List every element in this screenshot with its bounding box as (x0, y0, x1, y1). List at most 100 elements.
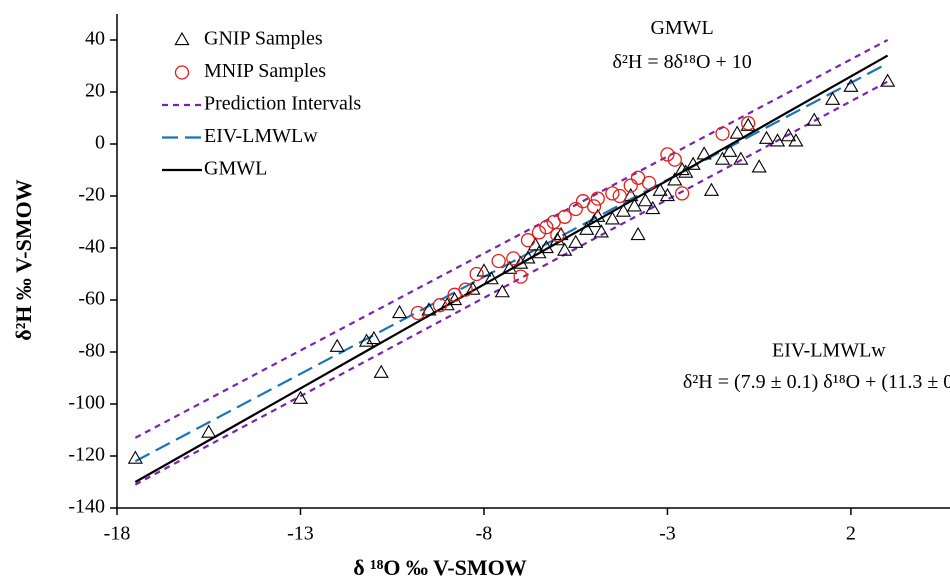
circle-marker (641, 175, 657, 191)
triangle-marker (329, 338, 345, 352)
triangle-marker (527, 237, 543, 251)
y-tick-label: 40 (85, 28, 105, 50)
x-tick-label: 2 (846, 523, 856, 545)
triangle-marker (780, 128, 797, 142)
triangle-marker (880, 73, 896, 87)
legend-label: MNIP Samples (204, 60, 326, 82)
triangle-marker (292, 390, 309, 404)
triangle-marker (421, 302, 437, 316)
circle-marker (531, 225, 547, 240)
triangle-marker (758, 130, 775, 144)
y-tick-label: -80 (78, 340, 105, 362)
circle-marker (586, 199, 602, 214)
circle-marker (557, 209, 572, 224)
triangle-marker (502, 260, 518, 274)
circle-marker (660, 147, 675, 162)
triangle-marker (722, 143, 738, 157)
annotation: δ²H = (7.9 ± 0.1) δ¹⁸O + (11.3 ± 0.8) (683, 371, 950, 393)
legend-label: Prediction Intervals (204, 93, 361, 115)
triangle-marker (630, 226, 646, 241)
triangle-marker (674, 161, 690, 176)
triangle-marker (751, 159, 767, 173)
triangle-marker (740, 117, 756, 131)
y-tick-label: 20 (85, 80, 105, 102)
triangle-marker (557, 242, 573, 256)
triangle-marker (678, 164, 694, 178)
y-tick-label: -40 (78, 236, 105, 258)
line (134, 54, 889, 483)
circle-marker (605, 186, 620, 201)
annotation: GMWL (650, 17, 713, 39)
circle-marker (539, 220, 554, 235)
triangle-marker (615, 203, 632, 217)
triangle-marker (703, 182, 720, 196)
circle-marker (715, 126, 730, 141)
circle-marker (590, 191, 605, 206)
triangle-marker (604, 211, 620, 225)
triangle-marker (465, 281, 481, 295)
triangle-marker (729, 125, 745, 139)
triangle-marker (626, 198, 643, 212)
triangle-marker (366, 330, 382, 345)
triangle-marker (652, 182, 668, 196)
circle-marker (410, 305, 426, 321)
circle-marker (612, 188, 627, 204)
triangle-marker (788, 133, 804, 147)
legend-label: EIV-LMWLw (204, 125, 318, 147)
y-tick-label: -20 (78, 184, 105, 206)
triangle-marker (667, 172, 683, 186)
y-tick-label: -120 (68, 444, 105, 466)
upper-interval-line (134, 39, 889, 439)
y-tick-label: -140 (68, 496, 105, 518)
triangle-marker (201, 424, 217, 438)
x-axis-title: δ ¹⁸O ‰ V-SMOW (353, 555, 527, 580)
triangle-marker (590, 208, 606, 222)
y-tick-label: -100 (68, 392, 105, 414)
circle-marker (741, 116, 756, 131)
x-tick-label: -18 (104, 523, 131, 545)
line (134, 62, 889, 463)
triangle-marker (685, 156, 701, 170)
triangle-marker (659, 187, 676, 202)
triangle-marker (806, 112, 822, 126)
circle-marker (674, 186, 690, 201)
triangle-marker (637, 193, 654, 207)
circle-marker (550, 227, 565, 243)
triangle-marker (439, 297, 455, 311)
circle-marker (623, 178, 638, 193)
triangle-marker (593, 224, 609, 238)
annotation: δ²H = 8δ¹⁸O + 10 (612, 51, 751, 73)
triangle-marker (843, 78, 859, 92)
triangle-marker (127, 450, 143, 464)
circle-marker (432, 298, 448, 313)
legend-label: GNIP Samples (204, 28, 323, 50)
triangle-marker (531, 245, 547, 259)
x-tick-label: -3 (659, 523, 676, 545)
circle-marker (667, 152, 682, 167)
circle-marker (513, 269, 528, 284)
y-tick-label: 0 (95, 132, 105, 154)
x-tick-label: -13 (287, 523, 314, 545)
triangle-marker (549, 232, 565, 246)
legend-symbol (174, 65, 190, 80)
triangle-marker (733, 151, 749, 165)
triangle-marker (714, 151, 731, 165)
triangle-marker (696, 146, 712, 160)
circle-marker (469, 266, 484, 282)
triangle-marker (391, 304, 408, 319)
triangle-marker (586, 213, 602, 228)
triangle-marker (769, 133, 786, 147)
x-tick-label: -8 (476, 523, 493, 545)
y-tick-label: -60 (78, 288, 105, 310)
legend-symbol (174, 31, 190, 46)
triangle-marker (538, 239, 554, 254)
triangle-marker (476, 263, 492, 277)
triangle-marker (520, 250, 536, 264)
circle-marker (458, 282, 473, 297)
triangle-marker (358, 333, 375, 347)
legend-label: GMWL (204, 158, 267, 180)
circle-marker (506, 251, 521, 266)
triangle-marker (483, 271, 499, 285)
triangle-marker (579, 221, 595, 235)
